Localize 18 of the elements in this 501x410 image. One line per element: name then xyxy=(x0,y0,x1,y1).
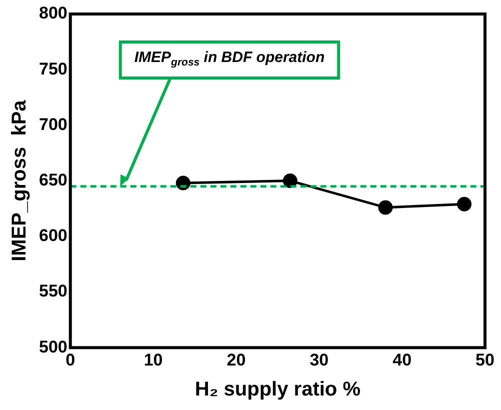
point xyxy=(282,174,298,188)
y-tick-label: 600 xyxy=(38,226,68,246)
x-tick-label: 20 xyxy=(226,350,246,370)
x-tick-label: 40 xyxy=(392,350,412,370)
y-tick-label: 750 xyxy=(38,59,68,78)
x-axis-title: H₂ supply ratio % xyxy=(194,378,361,401)
x-tick-label: 50 xyxy=(476,350,494,370)
y-tick-label: 800 xyxy=(38,4,68,23)
point xyxy=(457,196,472,212)
y-tick-label: 650 xyxy=(38,170,68,190)
x-tick-label: 10 xyxy=(144,350,163,370)
y-tick-label: 500 xyxy=(38,337,68,356)
x-tick-label: 0 xyxy=(66,350,76,370)
x-tick-label: 30 xyxy=(310,350,329,370)
y-tick-label: 550 xyxy=(38,282,68,301)
y-axis-title: IMEP_gross kPa xyxy=(8,99,31,262)
point xyxy=(378,200,393,215)
y-tick-label: 700 xyxy=(38,114,68,134)
